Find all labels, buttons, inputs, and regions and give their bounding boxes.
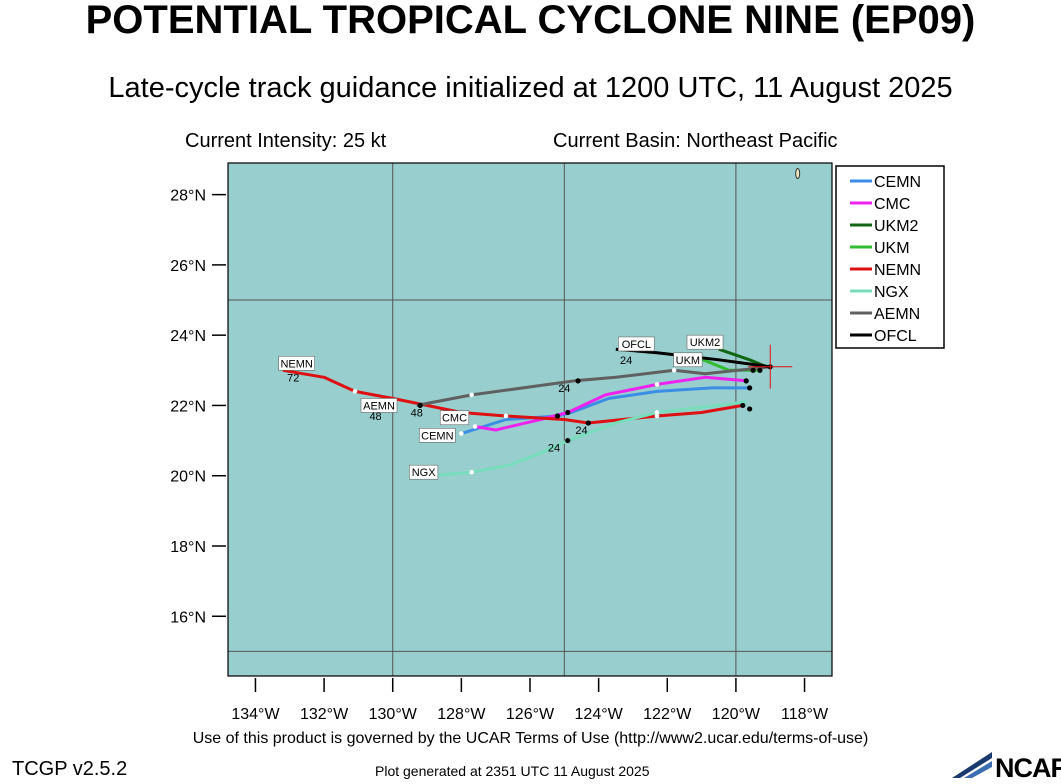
lat-tick-label: 16°N	[170, 609, 206, 626]
model-label-ukm2: UKM2	[690, 337, 721, 349]
version-label: TCGP v2.5.2	[12, 758, 128, 780]
current-basin: Current Basin: Northeast Pacific	[553, 130, 838, 152]
lon-tick-label: 120°W	[712, 706, 761, 723]
model-label-box	[409, 464, 439, 480]
forecast-point-white	[654, 410, 660, 415]
forecast-point-white	[654, 413, 660, 419]
legend-entry-cmc: CMC	[874, 196, 910, 213]
forecast-point-white	[671, 368, 677, 373]
legend-box	[835, 165, 945, 349]
track-cmc	[474, 375, 747, 432]
lon-tick-label: 128°W	[437, 706, 486, 723]
forecast-point-white	[469, 392, 474, 398]
forecast-hour-label: 24	[620, 355, 632, 367]
lat-tick-label: 24°N	[170, 328, 206, 345]
legend-entry-ukm: UKM	[874, 240, 910, 257]
island-shape	[795, 168, 801, 180]
forecast-point-black	[575, 378, 581, 384]
legend-entry-ofcl: OFCL	[874, 328, 917, 345]
forecast-hour-label: 48	[411, 407, 423, 419]
legend-entry-ukm2: UKM2	[874, 218, 919, 235]
lat-tick-label: 20°N	[170, 469, 206, 486]
forecast-point-black	[750, 367, 756, 373]
forecast-point-black	[757, 367, 763, 373]
forecast-point-black	[565, 437, 571, 444]
forecast-point-black	[585, 420, 591, 426]
generated-timestamp: Plot generated at 2351 UTC 11 August 202…	[375, 763, 650, 779]
forecast-hour-label: 72	[287, 372, 299, 384]
model-label-cemn: CEMN	[421, 430, 453, 442]
forecast-point-white	[472, 424, 478, 429]
forecast-point-black	[743, 378, 749, 384]
terms-of-use: Use of this product is governed by the U…	[192, 730, 869, 747]
lon-tick-label: 132°W	[300, 706, 349, 723]
forecast-hour-label: 24	[548, 443, 560, 455]
forecast-point-white	[352, 389, 358, 394]
legend-entry-aemn: AEMN	[874, 306, 920, 323]
map-subtitle: Late-cycle track guidance initialized at…	[108, 72, 953, 104]
ocean-background	[228, 163, 832, 676]
forecast-hour-label: 48	[369, 411, 381, 423]
lat-tick-label: 18°N	[170, 539, 206, 556]
legend-entry-ngx: NGX	[874, 284, 909, 301]
model-label-aemn: AEMN	[363, 400, 395, 412]
lon-tick-label: 124°W	[575, 706, 624, 723]
lat-tick-label: 28°N	[170, 188, 206, 205]
model-label-box	[419, 428, 456, 443]
model-label-ukm: UKM	[676, 355, 700, 367]
forecast-hour-label: 24	[575, 425, 587, 437]
legend-entry-nemn: NEMN	[874, 262, 921, 279]
model-label-cmc: CMC	[442, 413, 467, 425]
lon-tick-label: 122°W	[643, 706, 692, 723]
forecast-point-black	[554, 413, 561, 419]
lat-tick-label: 22°N	[170, 398, 206, 415]
forecast-point-white	[459, 431, 464, 436]
model-label-box	[618, 336, 655, 352]
model-label-box	[439, 410, 470, 426]
lon-tick-label: 126°W	[506, 706, 555, 723]
legend-entry-cemn: CEMN	[874, 174, 921, 191]
current-intensity: Current Intensity: 25 kt	[185, 130, 387, 152]
track-cemn	[460, 386, 750, 436]
forecast-point-black	[565, 409, 571, 416]
plot-border	[227, 162, 833, 677]
model-label-box	[686, 334, 724, 350]
model-label-box	[673, 352, 703, 368]
forecast-point-black	[417, 402, 423, 409]
model-label-box	[278, 355, 315, 371]
map-title: POTENTIAL TROPICAL CYCLONE NINE (EP09)	[85, 0, 976, 42]
lon-tick-label: 118°W	[781, 706, 829, 723]
lat-tick-label: 26°N	[170, 258, 206, 275]
forecast-point-black	[740, 402, 746, 409]
forecast-hour-label: 24	[558, 383, 570, 395]
ncar-logo-icon	[952, 752, 992, 778]
ncar-logo-text: NCAR	[995, 753, 1061, 783]
forecast-point-black	[747, 385, 753, 391]
lon-tick-label: 134°W	[231, 706, 280, 723]
forecast-point-white	[469, 469, 474, 475]
model-label-ofcl: OFCL	[622, 339, 651, 351]
model-label-ngx: NGX	[412, 467, 437, 479]
model-label-nemn: NEMN	[280, 358, 312, 370]
lon-tick-label: 130°W	[369, 706, 418, 723]
forecast-point-white	[503, 413, 509, 419]
forecast-point-black	[747, 406, 753, 412]
model-label-box	[360, 398, 398, 413]
forecast-point-white	[654, 382, 660, 387]
